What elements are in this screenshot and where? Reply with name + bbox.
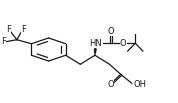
Text: OH: OH xyxy=(134,80,146,89)
Text: F: F xyxy=(1,37,6,46)
Text: O: O xyxy=(107,27,114,36)
Text: F: F xyxy=(6,25,11,34)
Text: HN: HN xyxy=(89,39,102,48)
Text: F: F xyxy=(21,25,26,34)
Text: O: O xyxy=(107,80,114,89)
Text: O: O xyxy=(120,39,127,48)
